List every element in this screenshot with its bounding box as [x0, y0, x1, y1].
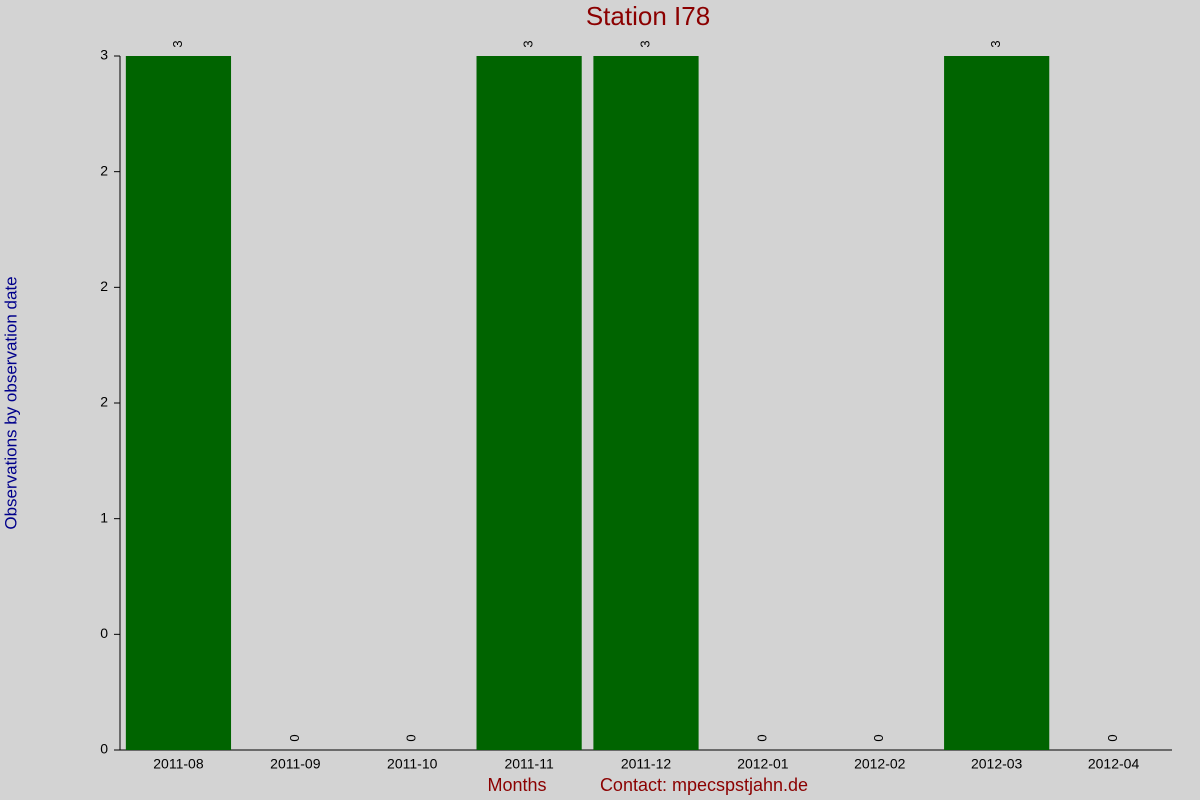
x-axis-label: Months	[487, 775, 546, 795]
bar	[476, 56, 582, 750]
x-tick-label: 2011-10	[387, 756, 438, 772]
value-label: 0	[404, 734, 419, 741]
value-label: 0	[1105, 734, 1120, 741]
y-tick-label: 1	[100, 509, 108, 525]
x-tick-label: 2012-03	[971, 756, 1023, 772]
y-tick-label: 2	[100, 162, 108, 178]
value-label: 3	[170, 40, 185, 47]
value-label: 3	[521, 40, 536, 47]
x-tick-label: 2011-09	[270, 756, 321, 772]
x-tick-label: 2012-02	[854, 756, 906, 772]
bar	[944, 56, 1050, 750]
x-tick-label: 2012-01	[737, 756, 789, 772]
value-label: 3	[988, 40, 1003, 47]
value-label: 3	[637, 40, 652, 47]
y-tick-label: 2	[100, 278, 108, 294]
y-tick-label: 0	[100, 625, 108, 641]
bar	[125, 56, 232, 750]
x-tick-label: 2011-11	[504, 756, 554, 772]
x-tick-label: 2012-04	[1088, 756, 1140, 772]
x-tick-label: 2011-08	[153, 756, 204, 772]
y-axis-label: Observations by observation date	[1, 276, 20, 529]
y-tick-label: 0	[100, 741, 108, 757]
value-label: 0	[287, 734, 302, 741]
y-tick-label: 2	[100, 394, 108, 410]
y-tick-label: 3	[100, 47, 108, 63]
value-label: 0	[871, 734, 886, 741]
value-label: 0	[754, 734, 769, 741]
x-tick-label: 2011-12	[621, 756, 672, 772]
chart-title: Station I78	[586, 1, 710, 31]
contact: Contact: mpecspstjahn.de	[600, 775, 808, 795]
bar	[593, 56, 699, 750]
